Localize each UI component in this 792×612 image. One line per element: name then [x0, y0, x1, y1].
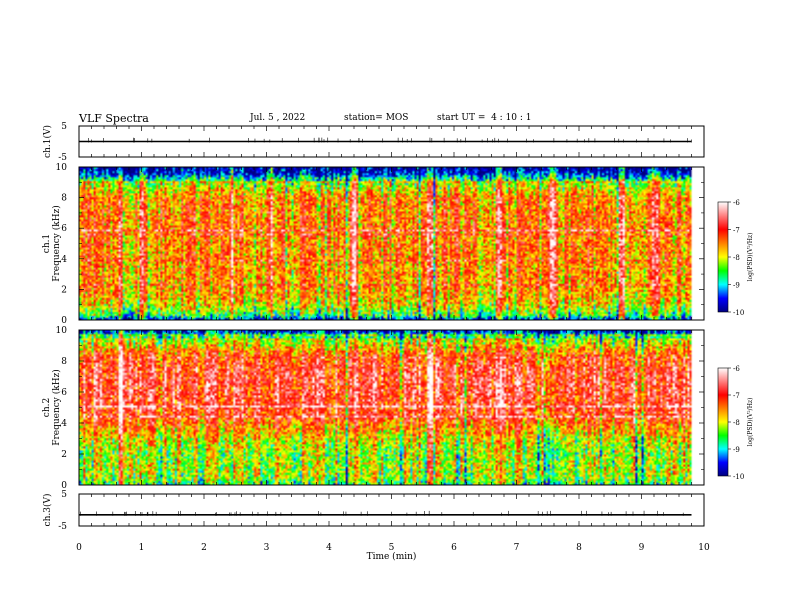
x-tick-label: 4 [326, 543, 332, 553]
y-axis-label: ch.1(V) [42, 125, 53, 158]
colorbar-1: -6 -7 -8 -9 -10 log(PSD)(V²/Hz) [717, 199, 754, 317]
y-tick-label: 2 [61, 450, 67, 460]
y-tick-label: 8 [61, 194, 67, 204]
y-axis-label: ch.2 [42, 398, 52, 417]
panel-1: 5 -5 ch.1(V) [42, 122, 705, 163]
colorbar-gradient [717, 367, 729, 477]
y-tick-label: 5 [61, 490, 67, 500]
x-tick-label: 5 [389, 543, 395, 553]
x-tick-label: 0 [76, 543, 82, 553]
colorbar-label: log(PSD)(V²/Hz) [747, 233, 754, 282]
colorbar-tick-label: -9 [733, 446, 740, 454]
station-label: station= MOS [344, 113, 409, 123]
colorbar-tick-label: -8 [733, 254, 740, 262]
x-tick-label: 9 [639, 543, 645, 553]
y-tick-label: 4 [61, 255, 67, 265]
y-axis-label: Frequency (kHz) [51, 205, 62, 282]
y-tick-label: 8 [61, 357, 67, 367]
y-tick-label: 0 [61, 316, 67, 326]
panel-3: 0 2 4 6 8 10 ch.2 Frequency (kHz) [42, 326, 705, 491]
x-axis-label: Time (min) [367, 551, 417, 562]
colorbar-label: log(PSD)(V²/Hz) [747, 398, 754, 447]
x-tick-label: 2 [201, 543, 207, 553]
spectrogram-image-1 [79, 167, 704, 320]
y-tick-label: 2 [61, 285, 67, 295]
figure-title: VLF Spectra [79, 112, 149, 125]
panel-2: 0 2 4 6 8 10 ch.1 Frequency (kHz) [42, 163, 705, 326]
x-tick-label: 7 [514, 543, 520, 553]
colorbar-tick-label: -7 [733, 227, 740, 235]
x-tick-label: 6 [451, 543, 457, 553]
x-tick-label: 1 [139, 543, 145, 553]
y-tick-label: 0 [61, 481, 67, 491]
colorbar-tick-label: -10 [733, 309, 744, 317]
colorbar-2: -6 -7 -8 -9 -10 log(PSD)(V²/Hz) [717, 365, 754, 481]
y-tick-label: -5 [58, 153, 67, 163]
colorbar-tick-label: -6 [733, 365, 740, 373]
y-axis-label: ch.1 [42, 234, 52, 253]
colorbar-tick-label: -7 [733, 392, 740, 400]
y-tick-label: 10 [56, 163, 68, 173]
y-axis-label: ch.3(V) [42, 494, 53, 527]
spectrogram-image-2 [79, 330, 704, 485]
colorbar-tick-label: -8 [733, 419, 740, 427]
x-tick-label: 3 [264, 543, 270, 553]
colorbar-tick-label: -6 [733, 199, 740, 207]
y-tick-label: 5 [61, 122, 67, 132]
y-tick-label: 4 [61, 419, 67, 429]
y-tick-label: 6 [61, 224, 67, 234]
y-tick-label: 6 [61, 388, 67, 398]
colorbar-tick-label: -9 [733, 282, 740, 290]
colorbar-gradient [717, 201, 729, 313]
y-axis-label: Frequency (kHz) [51, 369, 62, 446]
colorbar-tick-label: -10 [733, 473, 744, 481]
start-time-label: start UT = 4 : 10 : 1 [437, 113, 532, 123]
x-tick-label: 8 [576, 543, 582, 553]
panel-4: 5 -5 ch.3(V) 0 1 2 3 4 5 6 7 8 9 10 Time (min) [42, 490, 710, 562]
y-tick-label: 10 [56, 326, 68, 336]
date-label: Jul. 5 , 2022 [250, 113, 306, 123]
x-tick-label: 10 [698, 543, 710, 553]
y-tick-label: -5 [58, 522, 67, 532]
